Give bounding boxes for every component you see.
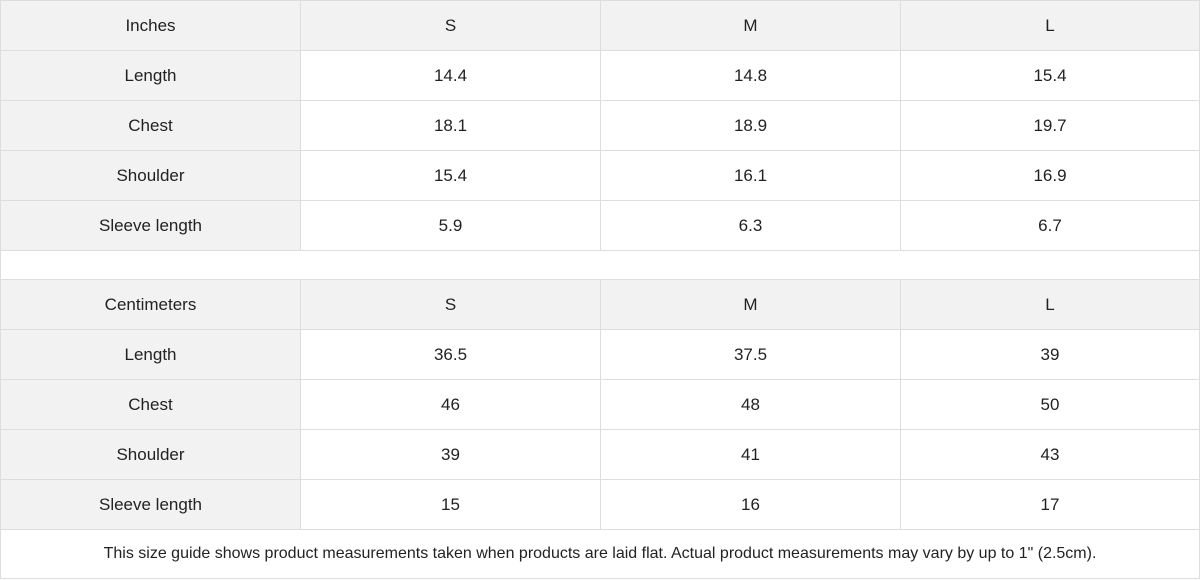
size-header-l: L	[900, 0, 1200, 50]
unit-header: Centimeters	[0, 279, 300, 329]
centimeters-table: Centimeters S M L Length 36.5 37.5 39 Chest 46 48 5…	[0, 279, 1200, 530]
measurement-cell: 18.9	[600, 100, 900, 150]
measurement-cell: 43	[900, 429, 1200, 479]
size-header-m: M	[600, 0, 900, 50]
measurement-cell: 14.4	[300, 50, 600, 100]
size-header-l: L	[900, 279, 1200, 329]
row-label: Length	[0, 329, 300, 379]
header-row: Inches S M L	[0, 0, 1200, 50]
measurement-cell: 48	[600, 379, 900, 429]
measurement-cell: 15	[300, 479, 600, 530]
measurement-cell: 17	[900, 479, 1200, 530]
measurement-cell: 16	[600, 479, 900, 530]
measurement-cell: 41	[600, 429, 900, 479]
table-row: Chest 46 48 50	[0, 379, 1200, 429]
table-row: Chest 18.1 18.9 19.7	[0, 100, 1200, 150]
measurement-cell: 39	[300, 429, 600, 479]
measurement-cell: 36.5	[300, 329, 600, 379]
table-row: Sleeve length 15 16 17	[0, 479, 1200, 530]
inches-table: Inches S M L Length 14.4 14.8 15.4 Chest 18.1 18.9…	[0, 0, 1200, 251]
measurement-cell: 18.1	[300, 100, 600, 150]
table-row: Length 14.4 14.8 15.4	[0, 50, 1200, 100]
row-label: Shoulder	[0, 429, 300, 479]
row-label: Chest	[0, 100, 300, 150]
measurement-cell: 50	[900, 379, 1200, 429]
table-spacer	[0, 250, 1200, 279]
measurement-cell: 5.9	[300, 200, 600, 251]
measurement-cell: 39	[900, 329, 1200, 379]
measurement-cell: 15.4	[900, 50, 1200, 100]
row-label: Length	[0, 50, 300, 100]
size-header-s: S	[300, 0, 600, 50]
measurement-cell: 16.9	[900, 150, 1200, 200]
size-header-m: M	[600, 279, 900, 329]
table-row: Length 36.5 37.5 39	[0, 329, 1200, 379]
table-row: Shoulder 15.4 16.1 16.9	[0, 150, 1200, 200]
measurement-cell: 37.5	[600, 329, 900, 379]
measurement-cell: 6.7	[900, 200, 1200, 251]
row-label: Sleeve length	[0, 479, 300, 530]
unit-header: Inches	[0, 0, 300, 50]
row-label: Chest	[0, 379, 300, 429]
measurement-cell: 46	[300, 379, 600, 429]
table-row: Sleeve length 5.9 6.3 6.7	[0, 200, 1200, 251]
table-row: Shoulder 39 41 43	[0, 429, 1200, 479]
size-header-s: S	[300, 279, 600, 329]
measurement-cell: 14.8	[600, 50, 900, 100]
measurement-cell: 16.1	[600, 150, 900, 200]
measurement-cell: 19.7	[900, 100, 1200, 150]
size-guide-note: This size guide shows product measuremen…	[0, 529, 1200, 579]
measurement-cell: 15.4	[300, 150, 600, 200]
header-row: Centimeters S M L	[0, 279, 1200, 329]
measurement-cell: 6.3	[600, 200, 900, 251]
row-label: Sleeve length	[0, 200, 300, 251]
row-label: Shoulder	[0, 150, 300, 200]
